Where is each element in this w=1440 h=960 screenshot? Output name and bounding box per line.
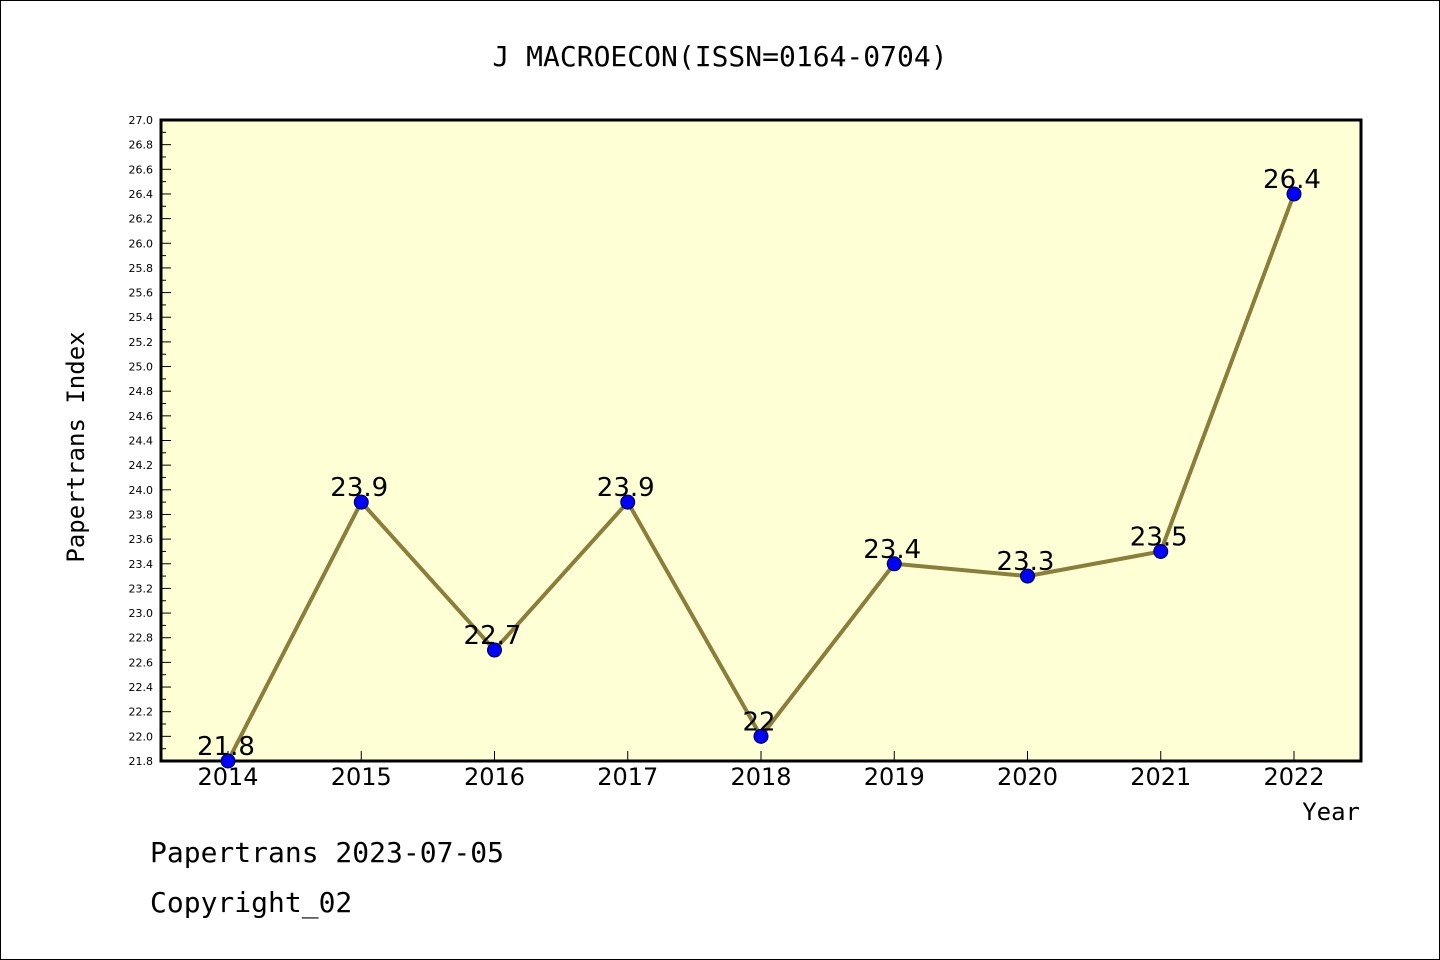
x-tick-label: 2016 xyxy=(464,763,525,791)
data-label: 23.9 xyxy=(330,473,388,503)
y-tick-label: 25.2 xyxy=(129,336,154,349)
y-tick-label: 25.6 xyxy=(129,287,154,300)
y-tick-label: 24.6 xyxy=(129,410,154,423)
y-tick-label: 22.0 xyxy=(129,730,154,743)
y-tick-label: 25.4 xyxy=(129,311,154,324)
y-tick-label: 23.8 xyxy=(129,508,154,521)
data-label: 22.7 xyxy=(464,621,522,651)
y-tick-label: 22.8 xyxy=(129,632,154,645)
y-axis-label: Papertrans Index xyxy=(62,331,90,562)
y-tick-label: 23.4 xyxy=(129,558,154,571)
y-tick-label: 22.2 xyxy=(129,706,154,719)
y-tick-label: 21.8 xyxy=(129,755,154,768)
y-tick-label: 24.4 xyxy=(129,435,154,448)
data-point xyxy=(220,753,236,769)
data-point xyxy=(1153,543,1169,559)
x-axis: 2014 2015 2016 2017 2018 2019 2020 2021 2022 xyxy=(197,751,1325,791)
y-tick-label: 25.8 xyxy=(129,262,154,275)
data-point xyxy=(620,494,636,510)
y-tick-label: 26.4 xyxy=(129,188,154,201)
y-tick-label: 22.4 xyxy=(129,681,154,694)
x-tick-label: 2019 xyxy=(864,763,925,791)
y-tick-label: 23.0 xyxy=(129,607,154,620)
y-tick-label: 23.6 xyxy=(129,533,154,546)
y-tick-label: 25.0 xyxy=(129,361,154,374)
data-point xyxy=(487,642,502,658)
data-point xyxy=(753,728,769,744)
y-axis: 21.8 22.0 22.2 22.4 22.6 22.8 23.0 23.2 23.4 23.6… xyxy=(129,114,171,768)
data-label: 23.4 xyxy=(863,535,921,565)
footer-date: Papertrans 2023-07-05 xyxy=(150,836,505,869)
data-label: 26.4 xyxy=(1263,165,1321,195)
y-tick-label: 26.2 xyxy=(129,213,154,226)
y-tick-label: 22.6 xyxy=(129,656,154,669)
data-point xyxy=(1020,568,1035,584)
x-tick-label: 2021 xyxy=(1130,763,1191,791)
y-tick-label: 24.2 xyxy=(129,459,154,472)
x-axis-label: Year xyxy=(1302,798,1360,826)
series-group: 21.8 23.9 22.7 23.9 22 23.4 23.3 23.5 26.4 xyxy=(197,165,1321,769)
y-tick-label: 24.0 xyxy=(129,484,154,497)
y-tick-label: 26.8 xyxy=(129,139,154,152)
y-tick-label: 27.0 xyxy=(129,114,154,127)
plot-area xyxy=(159,118,1363,763)
footer-copyright: Copyright_02 xyxy=(150,886,353,919)
data-point xyxy=(353,494,369,510)
y-tick-label: 24.8 xyxy=(129,385,154,398)
data-label: 21.8 xyxy=(197,732,255,762)
x-tick-label: 2020 xyxy=(997,763,1058,791)
chart-title: J MACROECON(ISSN=0164-0704) xyxy=(492,40,947,73)
y-tick-label: 26.6 xyxy=(129,163,154,176)
data-point xyxy=(886,556,902,572)
data-label: 23.5 xyxy=(1130,522,1188,552)
data-label: 22 xyxy=(742,707,775,737)
x-tick-label: 2015 xyxy=(331,763,392,791)
data-label: 23.9 xyxy=(597,473,655,503)
x-tick-label: 2017 xyxy=(597,763,658,791)
y-tick-label: 26.0 xyxy=(129,237,154,250)
x-tick-label: 2022 xyxy=(1263,763,1324,791)
data-point xyxy=(1286,186,1302,202)
x-tick-label: 2018 xyxy=(730,763,791,791)
data-label: 23.3 xyxy=(997,547,1055,577)
y-tick-label: 23.2 xyxy=(129,582,154,595)
